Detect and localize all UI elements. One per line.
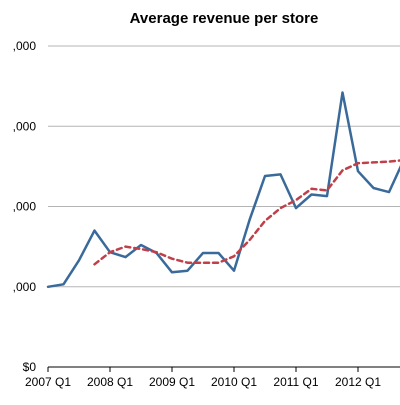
x-tick-label: 2007 Q1 xyxy=(25,375,71,389)
revenue-series-line xyxy=(48,93,400,287)
trend-series-line xyxy=(95,160,400,264)
y-tick-label: ,000 xyxy=(13,200,37,214)
y-tick-label: ,000 xyxy=(13,280,37,294)
chart-title: Average revenue per store xyxy=(48,10,400,27)
x-tick-label: 2010 Q1 xyxy=(211,375,257,389)
x-tick-label: 2008 Q1 xyxy=(87,375,133,389)
y-tick-label: ,000 xyxy=(13,119,37,133)
x-tick-label: 2011 Q1 xyxy=(273,375,318,389)
y-tick-label: ,000 xyxy=(13,39,37,53)
x-tick-label: 2012 Q1 xyxy=(335,375,381,389)
x-tick-label: 2009 Q1 xyxy=(149,375,195,389)
y-tick-label: $0 xyxy=(23,360,37,374)
